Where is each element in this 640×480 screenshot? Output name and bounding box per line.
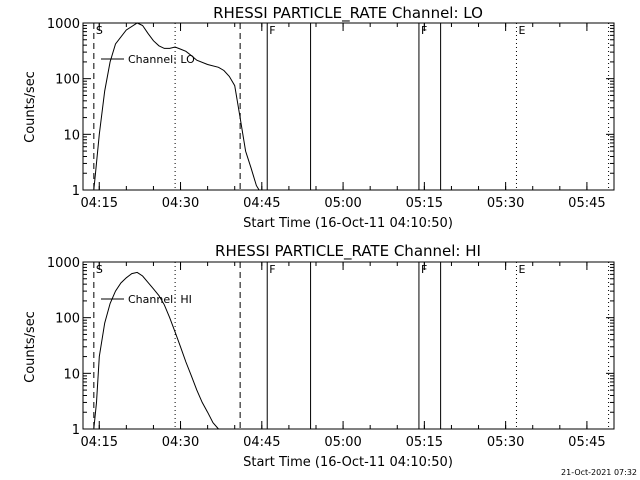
x-tick-label-lo-2: 04:45	[243, 196, 280, 211]
x-tick-label-lo-3: 05:00	[324, 196, 361, 211]
chart-title-hi: RHESSI PARTICLE_RATE Channel: HI	[215, 242, 481, 261]
x-tick-label-lo-5: 05:30	[487, 196, 524, 211]
legend-label-hi: Channel: HI	[128, 293, 192, 306]
y-tick-label-hi-1: 10	[63, 367, 80, 382]
y-tick-label-hi-3: 1000	[47, 256, 80, 271]
marker-label-hi-7: E	[518, 263, 525, 276]
marker-label-lo-7: E	[518, 24, 525, 37]
legend-hi: Channel: HI	[101, 293, 192, 306]
x-tick-label-hi-4: 05:15	[406, 435, 443, 450]
x-tick-label-hi-3: 05:00	[324, 435, 361, 450]
y-tick-label-lo-3: 1000	[47, 17, 80, 32]
legend-lo: Channel: LO	[101, 53, 195, 66]
y-tick-label-hi-2: 100	[55, 312, 80, 327]
generation-timestamp: 21-Oct-2021 07:32	[561, 468, 637, 477]
legend-label-lo: Channel: LO	[128, 53, 195, 66]
x-tick-label-hi-1: 04:30	[162, 435, 199, 450]
x-axis-label-lo: Start Time (16-Oct-11 04:10:50)	[243, 216, 453, 231]
x-tick-label-hi-0: 04:15	[81, 435, 118, 450]
marker-label-hi-3: F	[269, 263, 275, 276]
marker-label-lo-3: F	[269, 24, 275, 37]
y-tick-label-lo-1: 10	[63, 128, 80, 143]
x-tick-label-hi-5: 05:30	[487, 435, 524, 450]
chart-title-lo: RHESSI PARTICLE_RATE Channel: LO	[213, 4, 483, 23]
x-tick-label-lo-4: 05:15	[406, 196, 443, 211]
plot-frame-lo	[82, 22, 615, 191]
x-tick-label-lo-1: 04:30	[162, 196, 199, 211]
plot-frame-hi	[82, 261, 615, 430]
panel-lo: RHESSI PARTICLE_RATE Channel: LO Start T…	[23, 4, 615, 231]
data-line-lo-0	[93, 22, 260, 191]
x-axis-label-hi: Start Time (16-Oct-11 04:10:50)	[243, 455, 453, 470]
y-tick-label-hi-0: 1	[72, 423, 80, 438]
y-axis-label-lo: Counts/sec	[23, 71, 38, 143]
y-tick-label-lo-2: 100	[55, 73, 80, 88]
x-tick-label-lo-6: 05:45	[568, 196, 605, 211]
x-tick-label-hi-6: 05:45	[568, 435, 605, 450]
x-tick-label-lo-0: 04:15	[81, 196, 118, 211]
y-axis-label-hi: Counts/sec	[23, 311, 38, 383]
panel-hi: RHESSI PARTICLE_RATE Channel: HI Start T…	[23, 242, 615, 470]
x-tick-label-hi-2: 04:45	[243, 435, 280, 450]
data-line-hi-0	[93, 271, 219, 430]
y-tick-label-lo-0: 1	[72, 184, 80, 199]
